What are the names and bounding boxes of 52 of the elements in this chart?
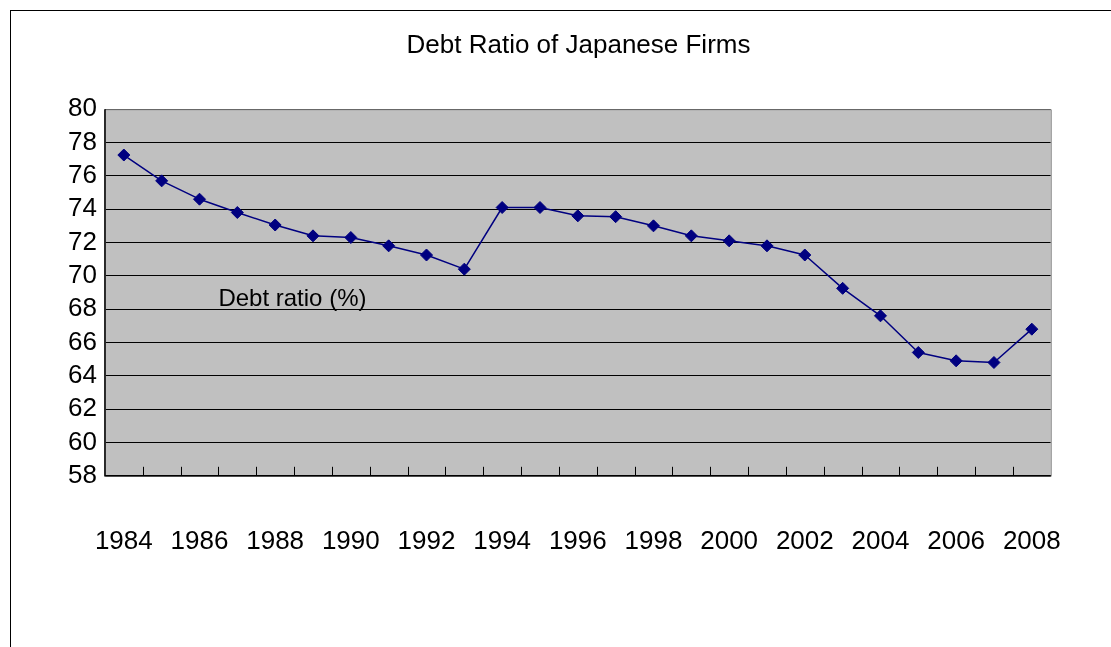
x-tick-label: 2000: [700, 524, 759, 555]
point: [609, 210, 623, 224]
point: [987, 355, 1001, 369]
x-tick-label: 2002: [775, 524, 834, 555]
point: [117, 148, 131, 162]
point: [457, 262, 471, 276]
y-tick-label: 64: [68, 358, 97, 389]
point: [684, 229, 698, 243]
point: [911, 345, 925, 359]
y-tick-label: 78: [68, 125, 97, 156]
y-tick-label: 74: [68, 192, 97, 223]
y-tick-label: 62: [68, 392, 97, 423]
point: [382, 239, 396, 253]
x-tick-label: 1994: [473, 524, 532, 555]
point: [873, 309, 887, 323]
point: [419, 248, 433, 262]
point: [268, 218, 282, 232]
point: [571, 209, 585, 223]
point: [155, 174, 169, 188]
point: [1025, 322, 1039, 336]
y-tick-label: 60: [68, 425, 97, 456]
y-tick-label: 80: [68, 92, 97, 123]
x-tick-label: 2006: [927, 524, 986, 555]
point: [495, 201, 509, 215]
point: [646, 219, 660, 233]
point: [949, 354, 963, 368]
point: [760, 239, 774, 253]
point: [193, 192, 206, 206]
y-tick-label: 70: [68, 259, 97, 290]
x-tick-label: 1992: [397, 524, 456, 555]
x-tick-label: 1988: [246, 524, 305, 555]
y-tick-label: 76: [68, 159, 97, 190]
point: [836, 281, 850, 295]
point: [533, 201, 547, 215]
x-tick-label: 1984: [94, 524, 153, 555]
y-tick-label: 58: [68, 458, 97, 489]
point: [344, 231, 358, 245]
x-tick-label: 1998: [624, 524, 683, 555]
point: [306, 229, 320, 243]
y-tick-label: 68: [68, 292, 97, 323]
point: [230, 206, 244, 220]
chart-title: Debt Ratio of Japanese Firms: [406, 28, 751, 59]
y-tick-label: 72: [68, 225, 97, 256]
x-tick-label: 1990: [321, 524, 380, 555]
x-tick-label: 1996: [548, 524, 607, 555]
x-tick-label: 1986: [170, 524, 229, 555]
point: [798, 248, 812, 262]
series-label: Debt ratio (%): [218, 284, 367, 312]
x-tick-label: 2004: [851, 524, 910, 555]
y-tick-label: 66: [68, 325, 97, 356]
x-tick-label: 2008: [1002, 524, 1061, 555]
point: [722, 234, 736, 248]
